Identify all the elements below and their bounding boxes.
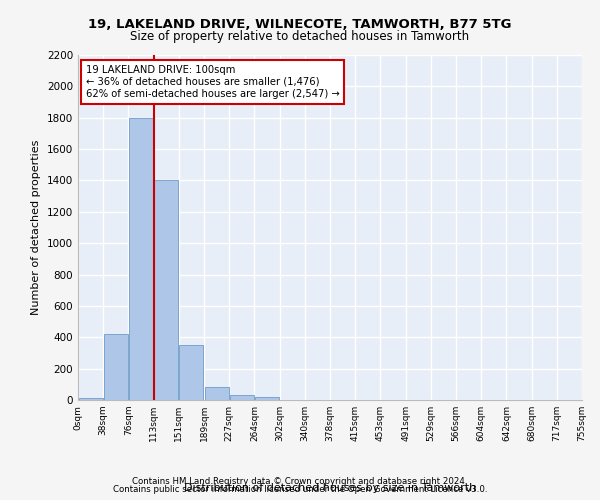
- Bar: [154, 180, 178, 400]
- Bar: [104, 334, 128, 400]
- Text: 19, LAKELAND DRIVE, WILNECOTE, TAMWORTH, B77 5TG: 19, LAKELAND DRIVE, WILNECOTE, TAMWORTH,…: [88, 18, 512, 30]
- Bar: [79, 398, 103, 400]
- Bar: [129, 118, 153, 400]
- Text: 19 LAKELAND DRIVE: 100sqm
← 36% of detached houses are smaller (1,476)
62% of se: 19 LAKELAND DRIVE: 100sqm ← 36% of detac…: [86, 66, 340, 98]
- Text: Contains HM Land Registry data © Crown copyright and database right 2024.: Contains HM Land Registry data © Crown c…: [132, 477, 468, 486]
- Y-axis label: Number of detached properties: Number of detached properties: [31, 140, 41, 315]
- Bar: [179, 345, 203, 400]
- X-axis label: Distribution of detached houses by size in Tamworth: Distribution of detached houses by size …: [184, 483, 476, 493]
- Bar: [255, 397, 279, 400]
- Bar: [230, 396, 254, 400]
- Text: Contains public sector information licensed under the Open Government Licence v3: Contains public sector information licen…: [113, 485, 487, 494]
- Text: Size of property relative to detached houses in Tamworth: Size of property relative to detached ho…: [130, 30, 470, 43]
- Bar: [205, 388, 229, 400]
